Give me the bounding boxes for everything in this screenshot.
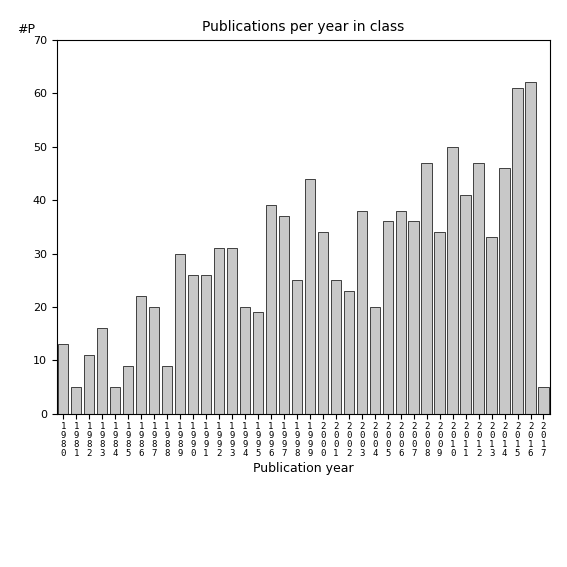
Bar xyxy=(123,366,133,414)
Bar xyxy=(162,366,172,414)
Bar xyxy=(408,222,419,414)
Bar xyxy=(97,328,107,414)
Bar xyxy=(473,163,484,414)
Bar xyxy=(447,147,458,414)
Bar xyxy=(486,238,497,414)
Bar xyxy=(175,253,185,414)
Bar xyxy=(278,216,289,414)
Bar xyxy=(84,355,94,414)
Bar xyxy=(266,205,276,414)
Bar xyxy=(318,232,328,414)
Bar xyxy=(383,222,393,414)
Bar xyxy=(538,387,549,414)
Bar xyxy=(188,275,198,414)
Bar xyxy=(344,291,354,414)
Bar xyxy=(370,307,380,414)
Bar xyxy=(331,280,341,414)
Bar xyxy=(201,275,211,414)
Bar xyxy=(136,297,146,414)
Bar xyxy=(240,307,250,414)
X-axis label: Publication year: Publication year xyxy=(253,462,354,475)
Bar xyxy=(460,194,471,414)
Bar xyxy=(421,163,432,414)
Bar xyxy=(291,280,302,414)
Title: Publications per year in class: Publications per year in class xyxy=(202,20,404,35)
Bar xyxy=(110,387,120,414)
Bar xyxy=(500,168,510,414)
Bar xyxy=(304,179,315,414)
Bar xyxy=(513,88,523,414)
Text: #P: #P xyxy=(17,23,35,36)
Bar xyxy=(58,344,69,414)
Bar xyxy=(525,82,536,414)
Bar xyxy=(149,307,159,414)
Bar xyxy=(214,248,224,414)
Bar xyxy=(396,211,406,414)
Bar xyxy=(253,312,263,414)
Bar xyxy=(434,232,445,414)
Bar xyxy=(71,387,82,414)
Bar xyxy=(357,211,367,414)
Bar xyxy=(227,248,237,414)
